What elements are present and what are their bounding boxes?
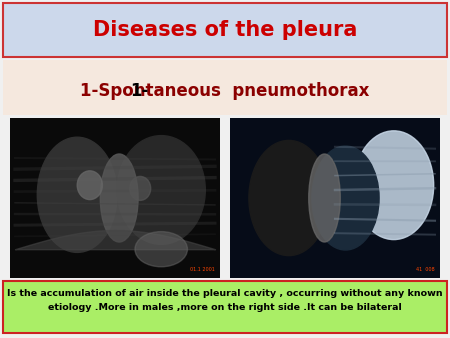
Text: Is the accumulation of air inside the pleural cavity , occurring without any kno: Is the accumulation of air inside the pl… [7,289,443,297]
Text: 1-: 1- [130,82,148,100]
Ellipse shape [309,154,340,242]
Ellipse shape [130,176,151,200]
Ellipse shape [77,171,103,200]
Text: 1-Spontaneous  pneumothorax: 1-Spontaneous pneumothorax [80,82,370,100]
Ellipse shape [117,136,205,244]
Ellipse shape [249,140,328,256]
Text: Diseases of the pleura: Diseases of the pleura [93,20,357,40]
Text: 41  008: 41 008 [416,267,435,272]
Text: 01.1 2001: 01.1 2001 [190,267,215,272]
FancyBboxPatch shape [3,60,447,115]
FancyBboxPatch shape [230,118,440,278]
Ellipse shape [135,232,188,267]
Ellipse shape [354,131,434,240]
Ellipse shape [312,146,379,250]
Ellipse shape [37,137,117,252]
Text: etiology .More in males ,more on the right side .It can be bilateral: etiology .More in males ,more on the rig… [48,303,402,312]
FancyBboxPatch shape [3,3,447,57]
FancyBboxPatch shape [10,118,220,278]
Ellipse shape [100,154,138,242]
FancyBboxPatch shape [3,281,447,333]
